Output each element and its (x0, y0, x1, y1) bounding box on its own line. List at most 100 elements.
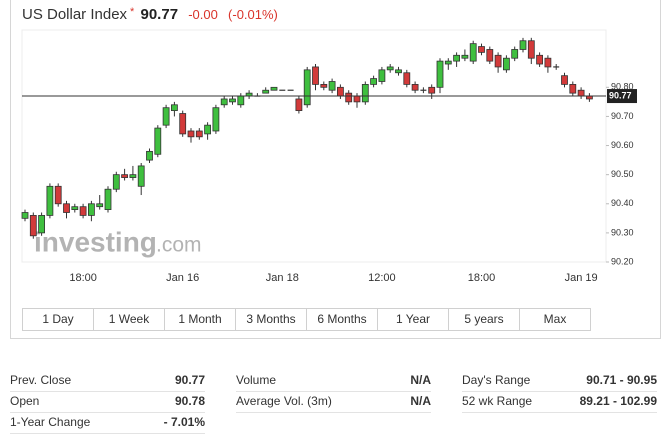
y-tick-label: 90.60 (611, 140, 634, 150)
chart-frame (10, 0, 661, 339)
y-tick-label: 90.30 (611, 227, 634, 237)
candle-body (88, 203, 95, 216)
candle-body (295, 98, 303, 112)
candle-body (71, 206, 79, 210)
candle-body (536, 54, 543, 65)
candle-body (577, 89, 585, 97)
candle-body (187, 130, 195, 138)
x-tick-label: 18:00 (468, 272, 496, 284)
candle-body (403, 72, 411, 85)
last-price-label: 90.77 (609, 90, 632, 100)
candle-body (453, 54, 461, 62)
candle-body (519, 40, 527, 50)
candle-body (303, 69, 311, 106)
row-separator (462, 412, 657, 413)
candle-body (436, 60, 444, 88)
candle-body (461, 54, 469, 59)
stat-value: N/A (410, 394, 431, 408)
instrument-title: US Dollar Index (22, 6, 128, 23)
candle-body (229, 98, 236, 103)
x-tick-label: Jan 16 (166, 272, 199, 284)
candle-body (444, 60, 452, 65)
stat-value: - 7.01% (163, 415, 205, 429)
stat-label: Prev. Close (10, 373, 72, 387)
y-tick-label: 90.50 (611, 169, 634, 179)
stat-value: 90.78 (174, 394, 205, 408)
change-pct: (-0.01%) (228, 7, 278, 22)
range-button[interactable]: 1 Day (23, 309, 94, 330)
stat-label: Volume (236, 373, 277, 387)
candle-body (336, 86, 344, 97)
candle-body (527, 40, 535, 59)
candle-body (312, 66, 319, 85)
range-button[interactable]: 3 Months (236, 309, 307, 330)
candle-body (179, 113, 187, 135)
price: 90.77 (140, 6, 179, 23)
candle-body (212, 107, 220, 132)
y-tick-label: 90.20 (611, 256, 634, 266)
row-separator (10, 391, 205, 392)
row-separator (236, 391, 431, 392)
candle-body (428, 86, 436, 94)
stat-label: Average Vol. (3m) (236, 394, 332, 408)
candle-body (104, 188, 112, 210)
candle-body (137, 165, 145, 187)
candle-body (486, 49, 494, 62)
row-separator (10, 412, 205, 413)
candle-body (29, 215, 37, 237)
candle-body (21, 212, 29, 219)
y-tick-label: 90.70 (611, 111, 634, 121)
x-tick-label: 18:00 (69, 272, 97, 284)
candle-body (96, 203, 104, 208)
candle-body (204, 124, 212, 135)
stat-label: Open (10, 394, 40, 408)
row-separator (462, 391, 657, 392)
stat-label: Day's Range (462, 373, 531, 387)
candle-body (544, 57, 552, 68)
row-separator (236, 412, 431, 413)
candle-body (395, 69, 402, 74)
range-button[interactable]: 1 Month (165, 309, 236, 330)
stat-label: 52 wk Range (462, 394, 533, 408)
candle-body (386, 66, 394, 71)
candle-body (469, 43, 477, 62)
stat-label: 1-Year Change (10, 415, 91, 429)
candle-body (270, 86, 278, 91)
star: * (130, 6, 135, 18)
candle-body (411, 84, 419, 91)
candle-body (569, 84, 577, 94)
stat-value: 90.71 - 90.95 (586, 373, 657, 387)
row-separator (10, 433, 205, 434)
range-button[interactable]: 5 years (449, 309, 520, 330)
candle-body (46, 185, 54, 216)
candle-body (195, 130, 203, 138)
candle-body (320, 84, 328, 88)
range-button[interactable]: 6 Months (307, 309, 378, 330)
candle-body (129, 174, 137, 178)
candle-body (370, 78, 378, 85)
range-button[interactable]: Max (543, 312, 567, 326)
candle-body (345, 92, 353, 103)
candle-body (162, 107, 170, 126)
quote-header: US Dollar Index * 90.77 -0.00 (-0.01%) (22, 6, 278, 23)
range-button[interactable]: 1 Year (378, 309, 449, 330)
candle-body (121, 174, 128, 178)
candle-body (262, 89, 270, 94)
candle-body (561, 75, 568, 85)
range-button[interactable]: 1 Week (94, 309, 165, 330)
candle-body (170, 104, 178, 112)
y-tick-label: 90.40 (611, 198, 634, 208)
stat-value: N/A (410, 373, 431, 387)
x-tick-label: 12:00 (368, 272, 396, 284)
candle-body (54, 185, 62, 205)
candle-body (79, 206, 87, 216)
watermark: investing (34, 226, 157, 257)
candle-body (478, 46, 485, 53)
candle-body (220, 98, 228, 106)
watermark-suffix: .com (156, 234, 202, 257)
candle-body (353, 95, 361, 103)
candle-body (237, 95, 245, 106)
change: -0.00 (188, 7, 218, 22)
candle-body (112, 174, 120, 190)
